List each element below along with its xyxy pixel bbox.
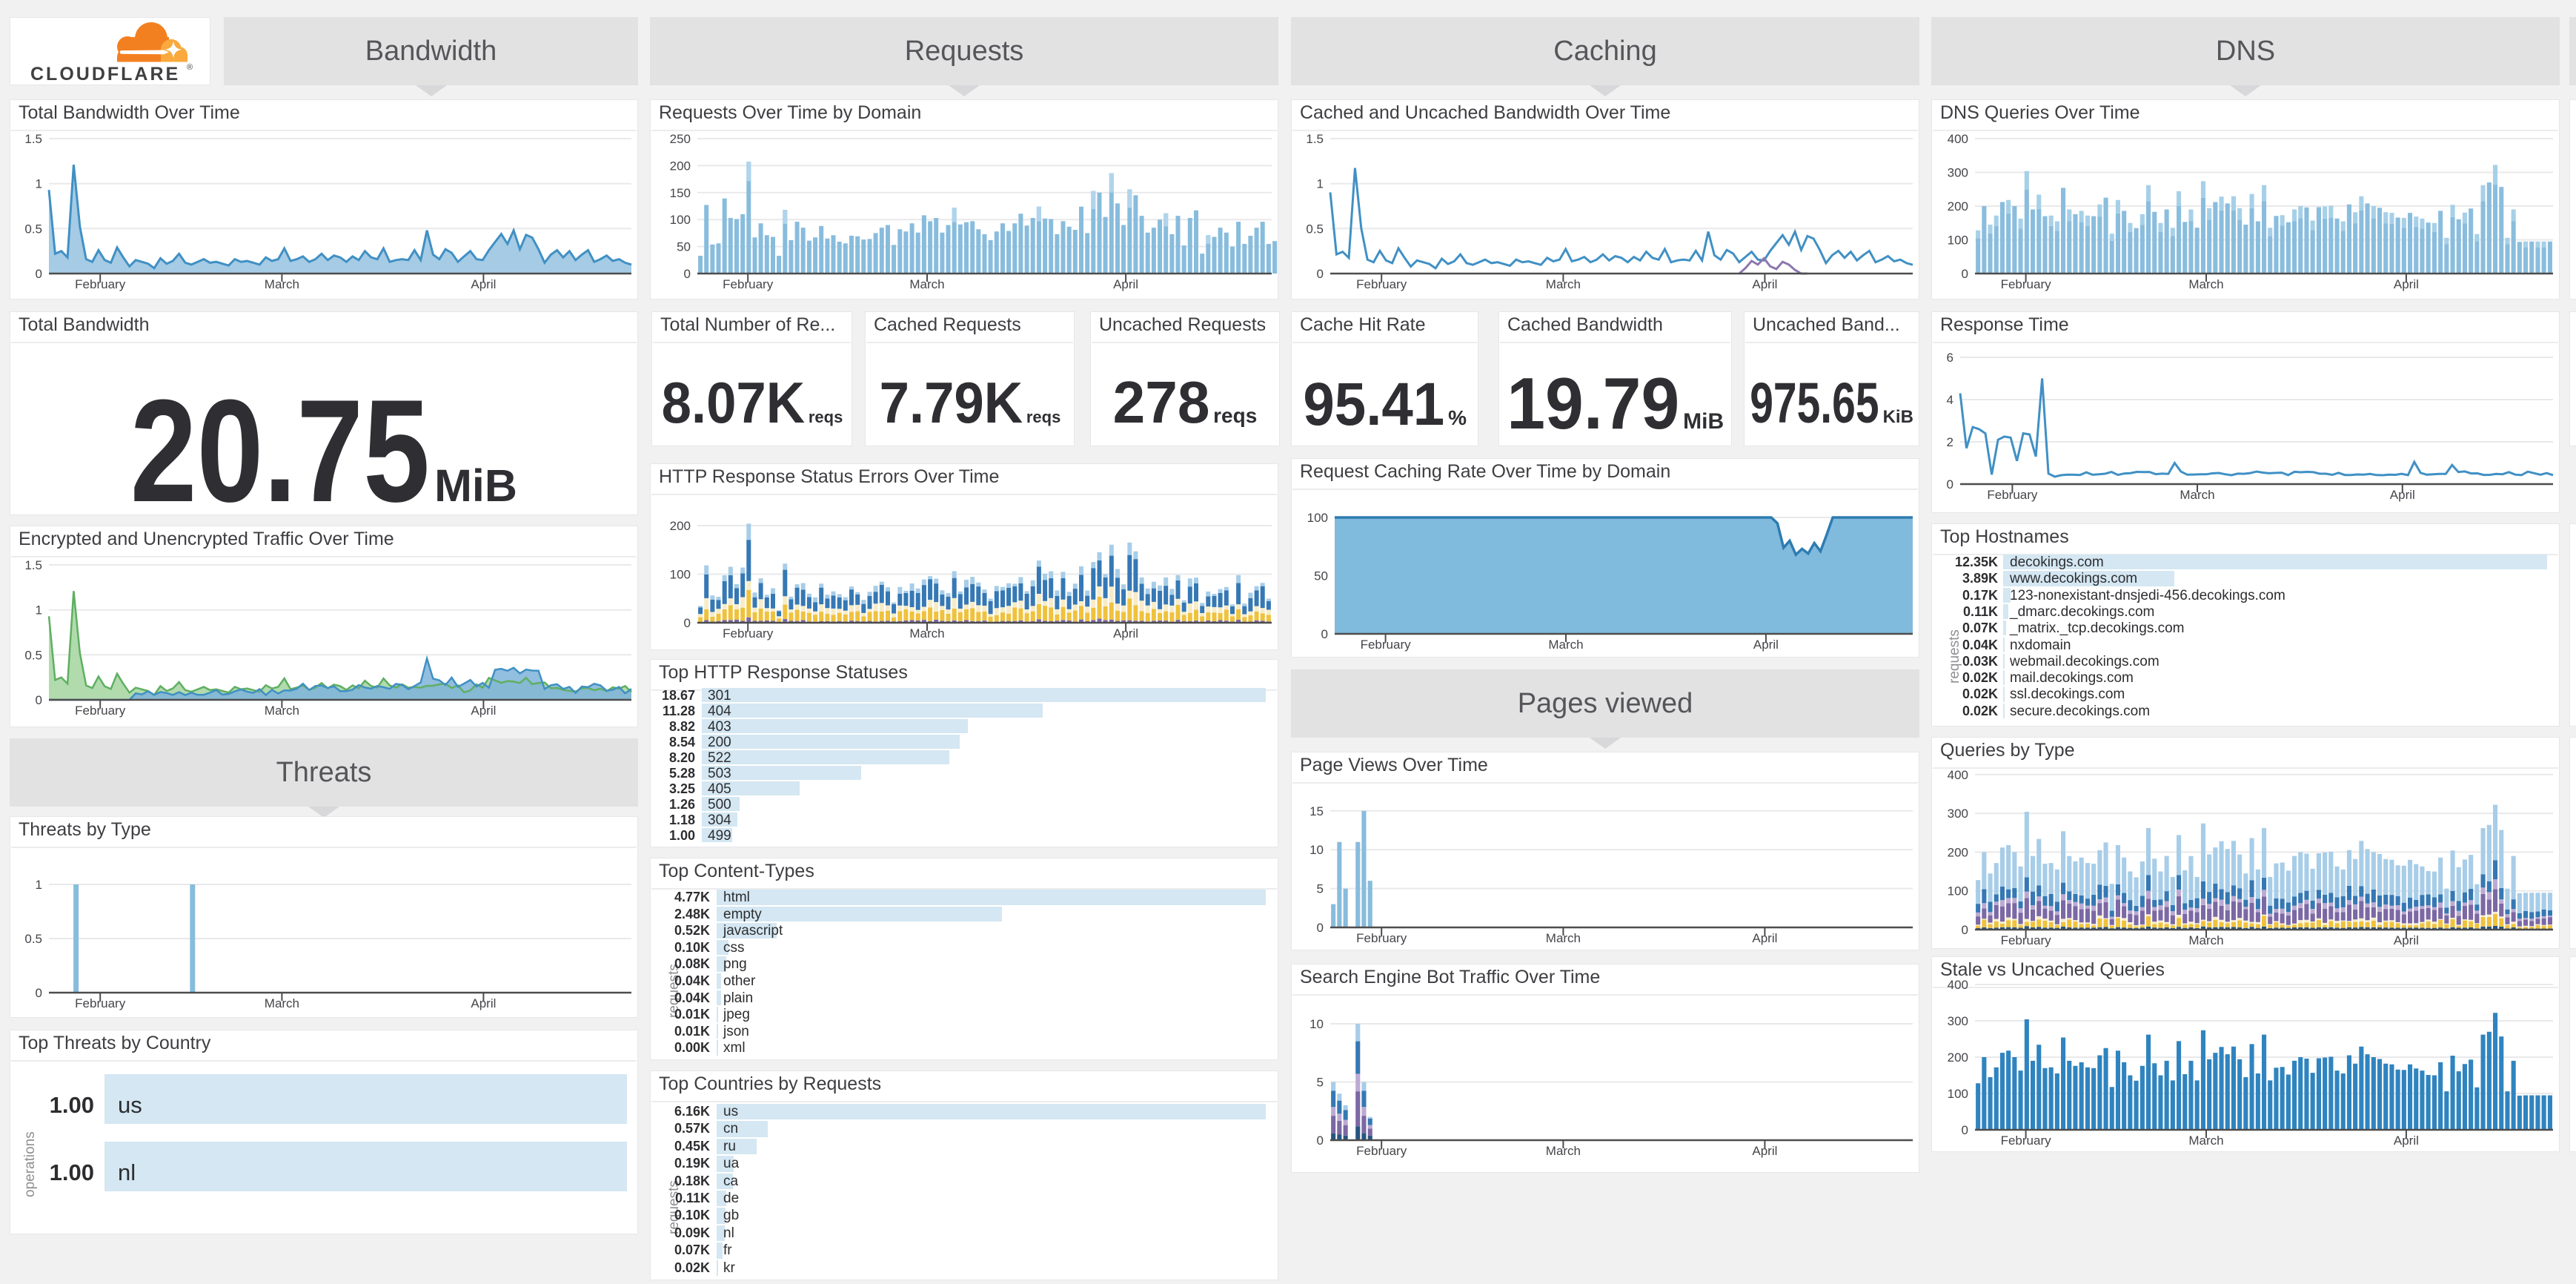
svg-text:February: February xyxy=(75,996,126,1010)
svg-text:February: February xyxy=(1356,931,1407,945)
svg-text:March: March xyxy=(2188,933,2223,947)
svg-text:®: ® xyxy=(187,63,193,72)
svg-text:April: April xyxy=(1752,277,1777,291)
svg-text:100: 100 xyxy=(1948,234,1968,248)
svg-text:200: 200 xyxy=(1948,1050,1968,1065)
svg-text:0: 0 xyxy=(1962,1123,1968,1137)
svg-text:February: February xyxy=(723,277,774,291)
svg-text:0: 0 xyxy=(1962,923,1968,937)
svg-text:100: 100 xyxy=(1948,1087,1968,1101)
svg-text:March: March xyxy=(265,277,299,291)
svg-text:April: April xyxy=(1752,931,1777,945)
svg-text:March: March xyxy=(2180,488,2214,502)
svg-text:1.5: 1.5 xyxy=(24,558,42,572)
svg-text:200: 200 xyxy=(1948,199,1968,214)
svg-text:March: March xyxy=(909,626,944,641)
svg-text:April: April xyxy=(2394,933,2419,947)
svg-text:April: April xyxy=(471,996,496,1010)
svg-text:CLOUDFLARE: CLOUDFLARE xyxy=(30,64,180,85)
svg-text:250: 250 xyxy=(670,132,691,146)
svg-text:200: 200 xyxy=(670,519,691,533)
svg-text:April: April xyxy=(1113,626,1138,641)
svg-text:0: 0 xyxy=(1947,477,1953,492)
svg-text:April: April xyxy=(1752,1144,1777,1158)
svg-text:0: 0 xyxy=(684,616,691,630)
svg-text:March: March xyxy=(265,704,299,718)
svg-text:5: 5 xyxy=(1317,882,1324,896)
svg-text:April: April xyxy=(2394,1134,2419,1148)
svg-text:April: April xyxy=(471,277,496,291)
svg-text:February: February xyxy=(2001,933,2052,947)
svg-text:April: April xyxy=(2394,277,2419,291)
svg-text:1.5: 1.5 xyxy=(24,132,42,146)
svg-text:300: 300 xyxy=(1948,166,1968,180)
svg-text:March: March xyxy=(909,277,944,291)
svg-text:50: 50 xyxy=(1314,569,1328,583)
svg-text:0: 0 xyxy=(36,986,42,1000)
svg-text:400: 400 xyxy=(1948,768,1968,782)
svg-text:100: 100 xyxy=(1948,884,1968,899)
svg-text:February: February xyxy=(723,626,774,641)
svg-text:10: 10 xyxy=(1309,1017,1324,1031)
svg-text:50: 50 xyxy=(677,240,691,254)
svg-text:February: February xyxy=(75,704,126,718)
svg-text:10: 10 xyxy=(1309,843,1324,857)
svg-text:February: February xyxy=(75,277,126,291)
svg-text:1: 1 xyxy=(36,878,42,892)
svg-text:April: April xyxy=(1113,277,1138,291)
svg-text:1.5: 1.5 xyxy=(1306,132,1324,146)
svg-text:15: 15 xyxy=(1309,804,1324,818)
svg-text:5: 5 xyxy=(1317,1076,1324,1090)
svg-text:April: April xyxy=(2390,488,2415,502)
svg-text:February: February xyxy=(1356,1144,1407,1158)
svg-text:March: March xyxy=(1546,1144,1581,1158)
svg-text:February: February xyxy=(1987,488,2038,502)
svg-text:0: 0 xyxy=(1321,627,1328,641)
svg-text:0.5: 0.5 xyxy=(24,932,42,946)
svg-text:March: March xyxy=(1548,638,1583,652)
svg-text:100: 100 xyxy=(1307,511,1328,525)
svg-text:0: 0 xyxy=(1317,1134,1324,1148)
svg-text:200: 200 xyxy=(670,159,691,173)
svg-text:March: March xyxy=(2188,277,2223,291)
svg-text:300: 300 xyxy=(1948,807,1968,821)
svg-text:0: 0 xyxy=(1962,267,1968,281)
svg-text:0: 0 xyxy=(1317,921,1324,935)
svg-text:1: 1 xyxy=(36,603,42,618)
svg-text:March: March xyxy=(2188,1134,2223,1148)
svg-text:0.5: 0.5 xyxy=(24,648,42,662)
svg-text:February: February xyxy=(2001,277,2052,291)
svg-text:0: 0 xyxy=(684,267,691,281)
svg-text:0.5: 0.5 xyxy=(24,222,42,236)
svg-text:0: 0 xyxy=(36,693,42,707)
svg-text:April: April xyxy=(1753,638,1779,652)
svg-text:0.5: 0.5 xyxy=(1306,222,1324,236)
svg-text:April: April xyxy=(471,704,496,718)
svg-text:February: February xyxy=(2001,1134,2052,1148)
svg-text:February: February xyxy=(1361,638,1412,652)
svg-text:100: 100 xyxy=(670,213,691,227)
svg-text:March: March xyxy=(265,996,299,1010)
svg-text:4: 4 xyxy=(1947,393,1953,407)
svg-text:1: 1 xyxy=(36,177,42,191)
svg-text:300: 300 xyxy=(1948,1014,1968,1028)
svg-text:0: 0 xyxy=(36,267,42,281)
svg-text:2: 2 xyxy=(1947,435,1953,449)
svg-text:6: 6 xyxy=(1947,351,1953,365)
svg-text:400: 400 xyxy=(1948,978,1968,992)
svg-text:100: 100 xyxy=(670,568,691,582)
svg-text:1: 1 xyxy=(1317,177,1324,191)
svg-text:March: March xyxy=(1546,931,1581,945)
svg-text:0: 0 xyxy=(1317,267,1324,281)
svg-text:150: 150 xyxy=(670,186,691,200)
svg-text:200: 200 xyxy=(1948,845,1968,859)
svg-text:February: February xyxy=(1356,277,1407,291)
svg-text:400: 400 xyxy=(1948,132,1968,146)
svg-text:March: March xyxy=(1546,277,1581,291)
